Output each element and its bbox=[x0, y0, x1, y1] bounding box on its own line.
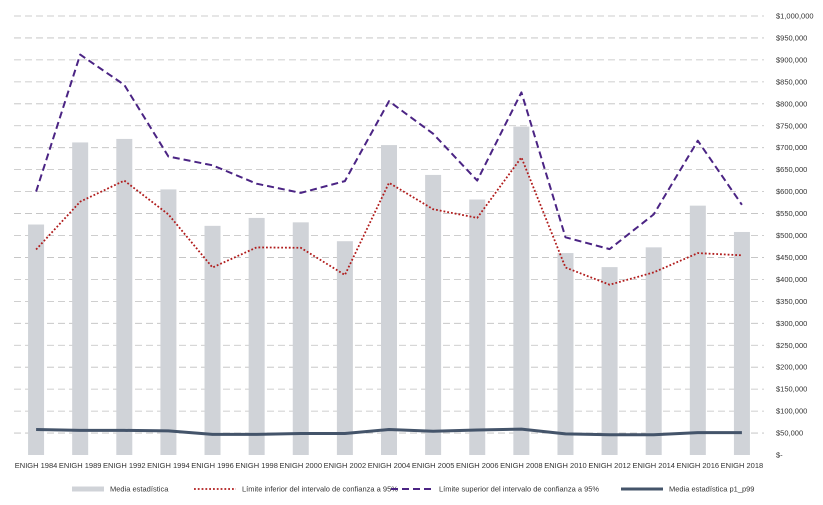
y-tick-label: $200,000 bbox=[776, 363, 807, 372]
y-tick-label: $500,000 bbox=[776, 231, 807, 240]
line-series bbox=[35, 53, 743, 437]
series-line bbox=[35, 156, 742, 286]
y-tick-label: $250,000 bbox=[776, 341, 807, 350]
series-line bbox=[35, 53, 743, 251]
y-tick-label: $1,000,000 bbox=[776, 12, 814, 21]
y-tick-label: $450,000 bbox=[776, 253, 807, 262]
bar bbox=[336, 241, 353, 455]
legend-item: Límite superior del intervalo de confian… bbox=[391, 485, 599, 494]
bar bbox=[204, 225, 221, 455]
bar-series bbox=[28, 126, 750, 456]
x-tick-label: ENIGH 2014 bbox=[632, 461, 675, 470]
y-tick-label: $400,000 bbox=[776, 275, 807, 284]
x-tick-label: ENIGH 2012 bbox=[588, 461, 631, 470]
y-tick-label: $700,000 bbox=[776, 143, 807, 152]
x-tick-label: ENIGH 1996 bbox=[191, 461, 234, 470]
legend-item: Límite inferior del intervalo de confian… bbox=[194, 485, 398, 494]
x-axis-tick-labels: ENIGH 1984 ENIGH 1989 ENIGH 1992 ENIGH 1994… bbox=[15, 461, 763, 470]
x-tick-label: ENIGH 2018 bbox=[721, 461, 764, 470]
x-tick-label: ENIGH 1989 bbox=[59, 461, 102, 470]
x-tick-label: ENIGH 2005 bbox=[412, 461, 455, 470]
y-tick-label: $300,000 bbox=[776, 319, 807, 328]
bar bbox=[248, 217, 265, 455]
bar bbox=[513, 126, 530, 456]
y-axis-tick-labels: $- $50,000 $100,000 $150,000 $200,000 $250,00… bbox=[776, 12, 814, 460]
bar bbox=[557, 253, 574, 455]
bar bbox=[72, 142, 89, 455]
legend-label: Límite inferior del intervalo de confian… bbox=[242, 485, 398, 494]
x-tick-label: ENIGH 2002 bbox=[324, 461, 367, 470]
x-tick-label: ENIGH 1984 bbox=[15, 461, 58, 470]
y-tick-label: $150,000 bbox=[776, 385, 807, 394]
bar bbox=[733, 231, 750, 455]
y-tick-label: $750,000 bbox=[776, 121, 807, 130]
bar bbox=[381, 145, 397, 456]
y-tick-label: $600,000 bbox=[776, 187, 807, 196]
legend-label: Media estadística p1_p99 bbox=[669, 485, 754, 494]
x-tick-label: ENIGH 1994 bbox=[147, 461, 190, 470]
bar bbox=[425, 174, 442, 455]
y-tick-label: $900,000 bbox=[776, 55, 807, 64]
y-tick-label: $550,000 bbox=[776, 209, 807, 218]
bar bbox=[292, 222, 309, 455]
y-tick-label: $650,000 bbox=[776, 165, 807, 174]
x-tick-label: ENIGH 2008 bbox=[500, 461, 543, 470]
bar bbox=[645, 247, 662, 455]
x-tick-label: ENIGH 2000 bbox=[279, 461, 322, 470]
x-tick-label: ENIGH 2006 bbox=[456, 461, 499, 470]
x-tick-label: ENIGH 2010 bbox=[544, 461, 587, 470]
legend-swatch bbox=[72, 486, 104, 492]
y-tick-label: $50,000 bbox=[776, 429, 803, 438]
x-tick-label: ENIGH 2016 bbox=[677, 461, 720, 470]
legend-label: Límite superior del intervalo de confian… bbox=[439, 485, 599, 494]
x-tick-label: ENIGH 2004 bbox=[368, 461, 411, 470]
y-tick-label: $- bbox=[776, 451, 783, 460]
bar bbox=[160, 189, 177, 455]
bar bbox=[601, 267, 618, 455]
y-tick-label: $350,000 bbox=[776, 297, 807, 306]
series-line bbox=[36, 427, 742, 437]
y-tick-label: $800,000 bbox=[776, 99, 807, 108]
bar bbox=[469, 199, 486, 455]
legend-item: Media estadística p1_p99 bbox=[621, 485, 754, 494]
x-tick-label: ENIGH 1998 bbox=[235, 461, 278, 470]
x-tick-label: ENIGH 1992 bbox=[103, 461, 146, 470]
bar bbox=[116, 138, 133, 456]
legend-label: Media estadística bbox=[110, 485, 169, 494]
y-tick-label: $950,000 bbox=[776, 33, 807, 42]
bar bbox=[689, 205, 706, 455]
legend-item: Media estadística bbox=[72, 485, 169, 494]
y-tick-label: $100,000 bbox=[776, 407, 807, 416]
y-tick-label: $850,000 bbox=[776, 77, 807, 86]
bar bbox=[28, 224, 45, 455]
legend: Media estadística Límite inferior del int… bbox=[72, 485, 754, 494]
